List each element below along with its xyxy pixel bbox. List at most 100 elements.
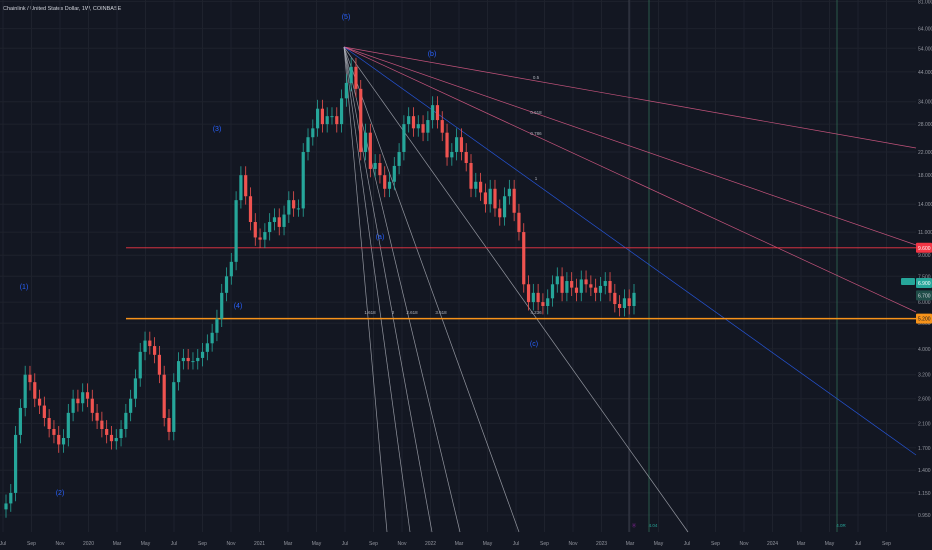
candle-body bbox=[253, 222, 257, 238]
candle-body bbox=[81, 392, 85, 404]
x-tick-label: 2020 bbox=[83, 541, 94, 547]
candle-body bbox=[47, 417, 51, 430]
y-tick-label: 6.000 bbox=[918, 300, 931, 306]
y-tick-label: 1.150 bbox=[918, 491, 931, 497]
candle-body bbox=[589, 284, 593, 288]
bottom-marker: 4.0R bbox=[836, 523, 846, 528]
bottom-marker: 4.04 bbox=[649, 523, 658, 528]
x-tick-label: Nov bbox=[56, 541, 65, 547]
chart-annotations: (1) (2) (3) (4) (5) (a) (b) (c) 0.5 0.618 0.786 1 1.… bbox=[20, 14, 847, 529]
current-price-tag: 6.900 bbox=[918, 281, 931, 287]
candle-body bbox=[349, 66, 353, 83]
candle-body bbox=[507, 188, 511, 197]
fan-line-1 bbox=[343, 46, 917, 456]
candle-body bbox=[224, 276, 229, 293]
fan-line-0.5 bbox=[343, 46, 917, 149]
wave-label: (1) bbox=[20, 284, 29, 291]
wave-label: (3) bbox=[213, 126, 222, 133]
candle-body bbox=[392, 165, 396, 182]
candle-body bbox=[618, 304, 622, 309]
candle-body bbox=[560, 276, 564, 293]
candle-body bbox=[23, 374, 27, 408]
candle-body bbox=[416, 124, 420, 129]
price-tags: 9.600 6.900 6.700 5.200 bbox=[901, 242, 932, 324]
candle-body bbox=[522, 232, 526, 285]
candle-body bbox=[37, 398, 42, 406]
candle-body bbox=[546, 298, 550, 307]
candle-body bbox=[124, 412, 128, 430]
candle-body bbox=[90, 398, 94, 413]
x-tick-label: Sep bbox=[198, 541, 207, 547]
y-tick-label: 4.000 bbox=[918, 347, 931, 353]
x-tick-label: 2022 bbox=[425, 541, 436, 547]
resistance-price-tag-bg bbox=[916, 242, 932, 253]
candle-body bbox=[435, 105, 440, 121]
candle-body bbox=[632, 292, 636, 307]
candle-body bbox=[550, 284, 555, 299]
x-tick-label: Nov bbox=[227, 541, 236, 547]
candle-body bbox=[608, 281, 612, 293]
x-tick-label: Mar bbox=[797, 541, 806, 547]
wave-label: (4) bbox=[234, 303, 243, 310]
candle-body bbox=[167, 417, 171, 432]
candle-body bbox=[565, 281, 569, 293]
candle-body bbox=[359, 88, 363, 152]
candle-body bbox=[105, 429, 109, 435]
support-price-tag-bg bbox=[916, 313, 932, 324]
candle-body bbox=[282, 214, 286, 227]
y-tick-label: 2.100 bbox=[918, 421, 931, 427]
x-tick-label: May bbox=[312, 541, 322, 547]
x-tick-label: Jul bbox=[0, 541, 6, 547]
candle-body bbox=[258, 237, 262, 240]
wave-label: (5) bbox=[342, 14, 351, 21]
candle-body bbox=[95, 412, 99, 421]
bottom-marker: Ⓐ bbox=[632, 522, 637, 529]
fib-fan-lines bbox=[343, 46, 917, 533]
wave-label: (b) bbox=[428, 51, 437, 58]
candle-body bbox=[28, 374, 32, 383]
y-tick-label: 44.000 bbox=[918, 70, 932, 76]
candle-body bbox=[13, 434, 18, 493]
fan-label: 2 bbox=[392, 310, 395, 315]
candle-body bbox=[455, 137, 459, 152]
candle-body bbox=[541, 302, 545, 307]
candle-body bbox=[191, 361, 195, 363]
candle-body bbox=[622, 298, 627, 309]
candle-body bbox=[464, 151, 468, 164]
candle-body bbox=[61, 438, 66, 445]
candle-body bbox=[613, 292, 617, 305]
candle-body bbox=[176, 361, 181, 383]
candle-body bbox=[440, 120, 444, 133]
candle-body bbox=[229, 261, 233, 277]
candle-body bbox=[330, 116, 334, 118]
x-tick-label: 2023 bbox=[596, 541, 607, 547]
candle-body bbox=[244, 175, 248, 197]
y-tick-label: 0.950 bbox=[918, 513, 931, 519]
x-tick-label: Sep bbox=[882, 541, 891, 547]
x-tick-label: May bbox=[825, 541, 835, 547]
candle-body bbox=[493, 188, 497, 209]
candle-body bbox=[148, 340, 152, 347]
y-tick-label: 22.000 bbox=[918, 150, 932, 156]
candle-body bbox=[387, 181, 392, 189]
countdown-tag: 6.700 bbox=[918, 293, 931, 299]
x-tick-label: May bbox=[654, 541, 664, 547]
x-tick-label: Jul bbox=[342, 541, 348, 547]
fan-label: 0.5 bbox=[533, 75, 540, 80]
x-tick-label: Jul bbox=[171, 541, 177, 547]
fan-line-5 bbox=[343, 46, 388, 533]
current-price-tag-bg bbox=[916, 277, 932, 288]
candle-body bbox=[474, 181, 478, 189]
candle-body bbox=[162, 374, 166, 418]
wave-label: (a) bbox=[376, 234, 385, 241]
candle-body bbox=[368, 132, 372, 169]
y-tick-label: 14.000 bbox=[918, 202, 932, 208]
fan-line-3.618 bbox=[343, 46, 433, 533]
y-tick-label: 28.000 bbox=[918, 122, 932, 128]
candle-body bbox=[172, 382, 176, 432]
candle-body bbox=[579, 279, 583, 293]
x-tick-label: Jul bbox=[684, 541, 690, 547]
candle-body bbox=[603, 281, 607, 286]
candle-body bbox=[76, 398, 80, 404]
